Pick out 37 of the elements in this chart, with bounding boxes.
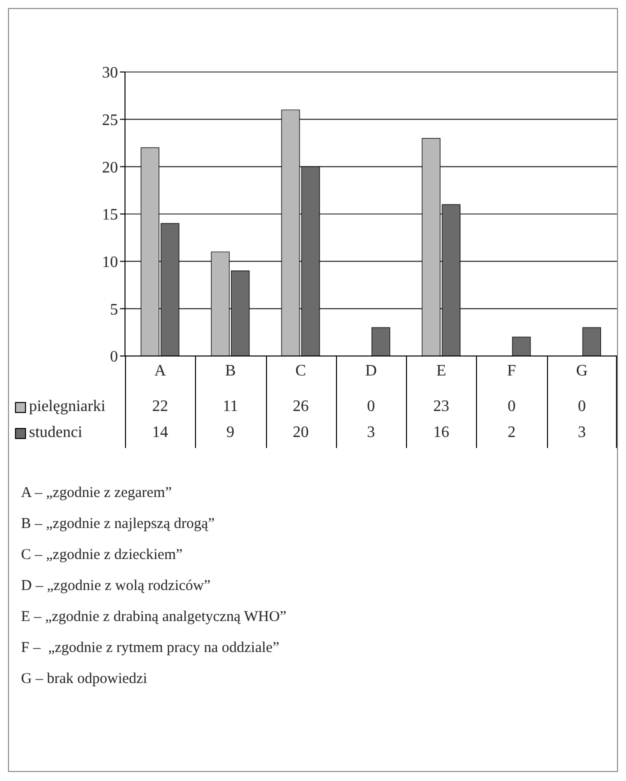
legend-label: studenci bbox=[29, 424, 82, 442]
y-tick-label: 5 bbox=[110, 301, 118, 318]
data-label: 0 bbox=[506, 398, 517, 416]
y-tick-label: 10 bbox=[102, 254, 118, 272]
legend-label: pielęgniarki bbox=[29, 398, 106, 416]
x-tick-label: A bbox=[154, 362, 166, 380]
y-tick-label: 30 bbox=[102, 64, 118, 82]
y-tick-label: 20 bbox=[102, 159, 118, 176]
x-tick-label: C bbox=[295, 362, 306, 380]
data-label: 2 bbox=[506, 424, 517, 442]
x-tick-label: E bbox=[436, 362, 446, 380]
data-label: 0 bbox=[366, 398, 376, 416]
data-label: 11 bbox=[222, 398, 240, 416]
text: A – „zgodnie z zegarem” bbox=[21, 485, 173, 503]
text: B – „zgodnie z najlepszą drogą” bbox=[21, 516, 216, 534]
text: C – „zgodnie z dzieckiem” bbox=[21, 547, 184, 565]
data-label: 14 bbox=[151, 424, 170, 442]
data-label: 20 bbox=[292, 424, 310, 442]
x-tick-label: F bbox=[507, 362, 516, 380]
y-tick-label: 25 bbox=[102, 112, 118, 130]
text: E – „zgodnie z drabiną analgetyczną WHO” bbox=[21, 609, 286, 627]
data-label: 22 bbox=[151, 398, 170, 416]
data-label: 0 bbox=[576, 398, 587, 416]
y-tick-label: 15 bbox=[102, 206, 118, 224]
data-label: 26 bbox=[292, 398, 310, 416]
data-label: 3 bbox=[366, 424, 376, 442]
data-label: 3 bbox=[576, 424, 587, 442]
x-tick-label: G bbox=[576, 362, 588, 380]
data-label: 9 bbox=[225, 424, 236, 442]
x-tick-label: D bbox=[365, 362, 377, 380]
data-label: 23 bbox=[432, 398, 450, 416]
text: G – brak odpowiedzi bbox=[21, 671, 148, 689]
text: F – „zgodnie z rytmem pracy na oddziale” bbox=[21, 640, 280, 658]
text: D – „zgodnie z wolą rodziców” bbox=[21, 578, 212, 596]
data-label: 16 bbox=[432, 424, 450, 442]
x-tick-label: B bbox=[225, 362, 236, 380]
y-tick-label: 0 bbox=[110, 348, 118, 366]
